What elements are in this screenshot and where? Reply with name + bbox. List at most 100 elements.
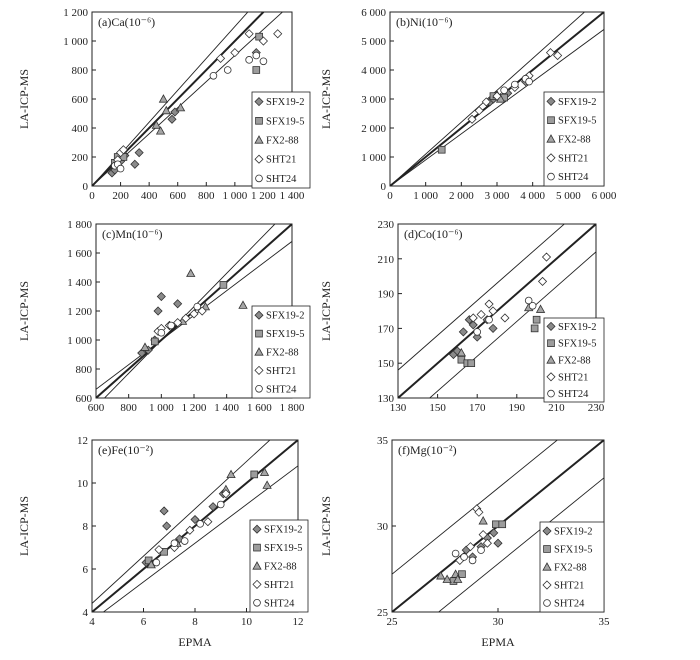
data-point [209, 72, 218, 80]
y-tick-label: 12 [77, 435, 88, 447]
data-point [458, 570, 466, 578]
legend-marker [254, 310, 264, 320]
legend: SFX19-2 SFX19-5 FX2-88 SHT21 SHT24 [543, 91, 605, 187]
data-point [528, 301, 537, 310]
series-sht24 [451, 546, 485, 565]
legend-marker [255, 174, 263, 183]
x-tick-label: 230 [588, 402, 605, 414]
legend-label: SFX19-5 [558, 116, 597, 127]
legend-label: SFX19-2 [264, 525, 303, 536]
data-point [492, 520, 500, 529]
series-sht24 [500, 74, 533, 95]
data-point [223, 66, 232, 74]
data-point [477, 546, 485, 554]
legend-label: SHT24 [266, 174, 297, 185]
y-tick-label: 6 000 [361, 7, 386, 19]
data-point [140, 342, 150, 351]
x-tick-label: 5 000 [556, 190, 581, 202]
x-tick-label: 10 [241, 616, 253, 628]
x-tick-label: 4 000 [520, 190, 545, 202]
x-tick-label: 600 [169, 190, 186, 202]
data-point [488, 306, 498, 316]
data-point [155, 126, 166, 135]
data-point [492, 91, 502, 101]
y-tick-label: 170 [378, 323, 395, 335]
data-point [488, 323, 498, 333]
y-axis-title: LA-ICP-MS [17, 69, 31, 129]
y-tick-label: 0 [83, 181, 89, 193]
legend-marker [546, 96, 556, 106]
legend: SFX19-2 SFX19-5 FX2-88 SHT21 SHT24 [251, 91, 311, 189]
data-point [157, 328, 166, 337]
legend-marker [253, 543, 261, 552]
y-tick-label: 800 [72, 65, 89, 77]
data-point [525, 77, 533, 86]
series-sfx19-2 [107, 48, 261, 178]
legend-label: SFX19-2 [558, 97, 597, 108]
x-tick-label: 1 600 [247, 402, 272, 414]
x-tick-label: 30 [493, 616, 505, 628]
x-tick-label: 130 [390, 402, 407, 414]
y-tick-label: 0 [381, 181, 387, 193]
legend-marker [546, 134, 556, 143]
data-point [252, 66, 261, 74]
legend-marker [252, 579, 262, 589]
x-tick-label: 25 [387, 616, 399, 628]
data-point [226, 469, 236, 479]
x-tick-label: 600 [88, 402, 105, 414]
data-point [196, 520, 204, 528]
y-tick-label: 600 [72, 94, 89, 106]
data-point [245, 56, 253, 64]
x-tick-label: 6 000 [592, 190, 617, 202]
x-tick-label: 150 [429, 402, 446, 414]
legend-marker [546, 355, 556, 364]
y-tick-label: 190 [378, 289, 395, 301]
legend-label: SHT24 [266, 384, 297, 395]
chart-panel: 130 150 170 190 210 230 130 150 170 190 210 230 (d)C… [378, 219, 605, 414]
legend-marker [254, 97, 264, 107]
y-tick-label: 4 [83, 607, 89, 619]
data-point [161, 105, 171, 115]
series-fx2-88 [140, 268, 248, 351]
legend-marker [546, 372, 556, 382]
series-sht24 [111, 51, 268, 173]
data-point [162, 521, 172, 531]
legend-label: SFX19-2 [554, 527, 593, 538]
y-tick-label: 3 000 [361, 94, 386, 106]
data-point [467, 359, 476, 367]
bound-line [102, 465, 298, 612]
data-point [250, 470, 259, 479]
x-tick-label: 1 800 [280, 402, 305, 414]
bound-line [92, 440, 271, 604]
y-tick-label: 200 [72, 152, 89, 164]
legend-label: SFX19-5 [266, 116, 305, 127]
data-point [442, 574, 452, 583]
data-point [170, 539, 179, 547]
y-tick-label: 1 000 [63, 36, 88, 48]
series-sht21 [467, 48, 563, 124]
x-tick-label: 4 [89, 616, 95, 628]
x-tick-label: 170 [469, 402, 486, 414]
legend-box [543, 317, 605, 403]
x-tick-label: 2 000 [449, 190, 474, 202]
legend-marker [254, 135, 264, 144]
y-tick-label: 230 [378, 219, 395, 231]
data-point [468, 320, 478, 330]
data-point [118, 145, 128, 155]
data-point [216, 500, 225, 509]
legend-marker [253, 598, 261, 607]
x-axis-title: EPMA [481, 635, 515, 649]
series-sfx19-2 [485, 77, 531, 107]
data-point [173, 318, 183, 328]
legend-label: FX2-88 [558, 135, 591, 146]
data-point [511, 80, 519, 89]
x-tick-label: 12 [293, 616, 304, 628]
bound-line [390, 29, 604, 186]
x-tick-label: 6 [141, 616, 147, 628]
data-point [458, 327, 468, 337]
x-tick-label: 1 400 [280, 190, 305, 202]
x-tick-label: 0 [89, 190, 95, 202]
legend-label: SHT24 [554, 599, 585, 610]
y-tick-label: 30 [377, 521, 389, 533]
data-point [474, 106, 484, 116]
